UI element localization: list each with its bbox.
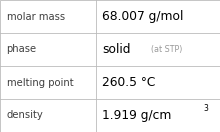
Text: melting point: melting point <box>7 77 73 88</box>
Text: 1.919 g/cm: 1.919 g/cm <box>102 109 172 122</box>
Text: phase: phase <box>7 44 37 55</box>
Text: molar mass: molar mass <box>7 11 65 22</box>
Text: 68.007 g/mol: 68.007 g/mol <box>102 10 184 23</box>
Text: 260.5 °C: 260.5 °C <box>102 76 156 89</box>
Text: 3: 3 <box>204 104 208 113</box>
Text: density: density <box>7 110 43 121</box>
Text: solid: solid <box>102 43 131 56</box>
Text: (at STP): (at STP) <box>151 45 182 54</box>
